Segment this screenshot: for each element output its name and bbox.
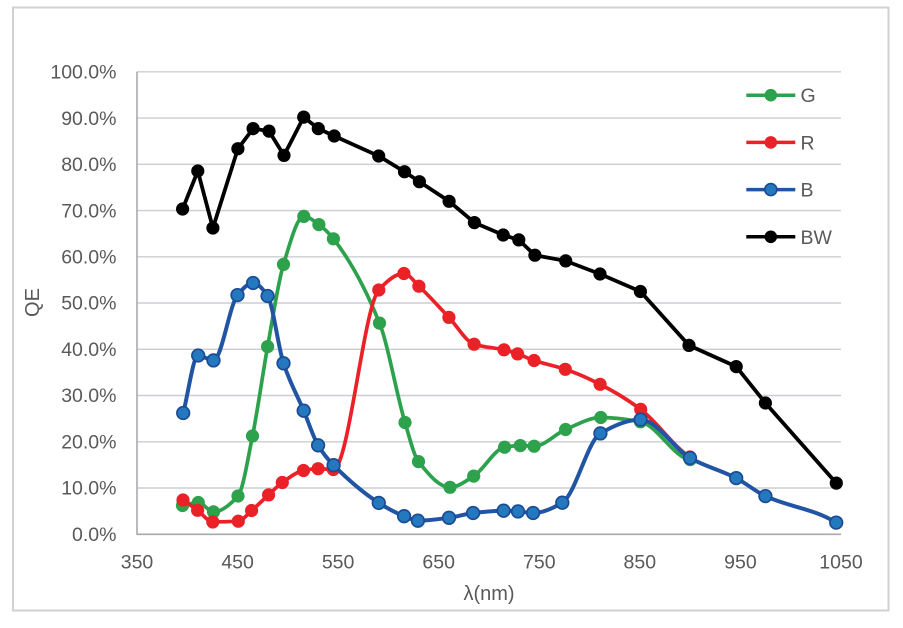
svg-text:650: 650 xyxy=(422,552,455,574)
svg-text:BW: BW xyxy=(801,227,833,249)
svg-text:QE: QE xyxy=(22,288,44,317)
svg-text:B: B xyxy=(801,180,814,202)
svg-text:1050: 1050 xyxy=(819,552,863,574)
svg-text:G: G xyxy=(801,85,816,107)
svg-text:950: 950 xyxy=(724,552,757,574)
svg-text:50.0%: 50.0% xyxy=(61,293,116,315)
svg-text:90.0%: 90.0% xyxy=(61,108,116,130)
svg-text:30.0%: 30.0% xyxy=(61,385,116,407)
svg-text:λ(nm): λ(nm) xyxy=(463,583,514,605)
svg-text:350: 350 xyxy=(121,552,154,574)
svg-text:10.0%: 10.0% xyxy=(61,478,116,500)
svg-text:750: 750 xyxy=(523,552,556,574)
svg-text:20.0%: 20.0% xyxy=(61,431,116,453)
svg-text:550: 550 xyxy=(322,552,355,574)
svg-text:R: R xyxy=(801,132,815,154)
svg-text:80.0%: 80.0% xyxy=(61,154,116,176)
svg-text:450: 450 xyxy=(221,552,254,574)
svg-text:60.0%: 60.0% xyxy=(61,246,116,268)
svg-text:40.0%: 40.0% xyxy=(61,339,116,361)
svg-text:0.0%: 0.0% xyxy=(72,524,116,546)
svg-text:850: 850 xyxy=(624,552,657,574)
svg-text:100.0%: 100.0% xyxy=(50,61,116,83)
svg-text:70.0%: 70.0% xyxy=(61,200,116,222)
